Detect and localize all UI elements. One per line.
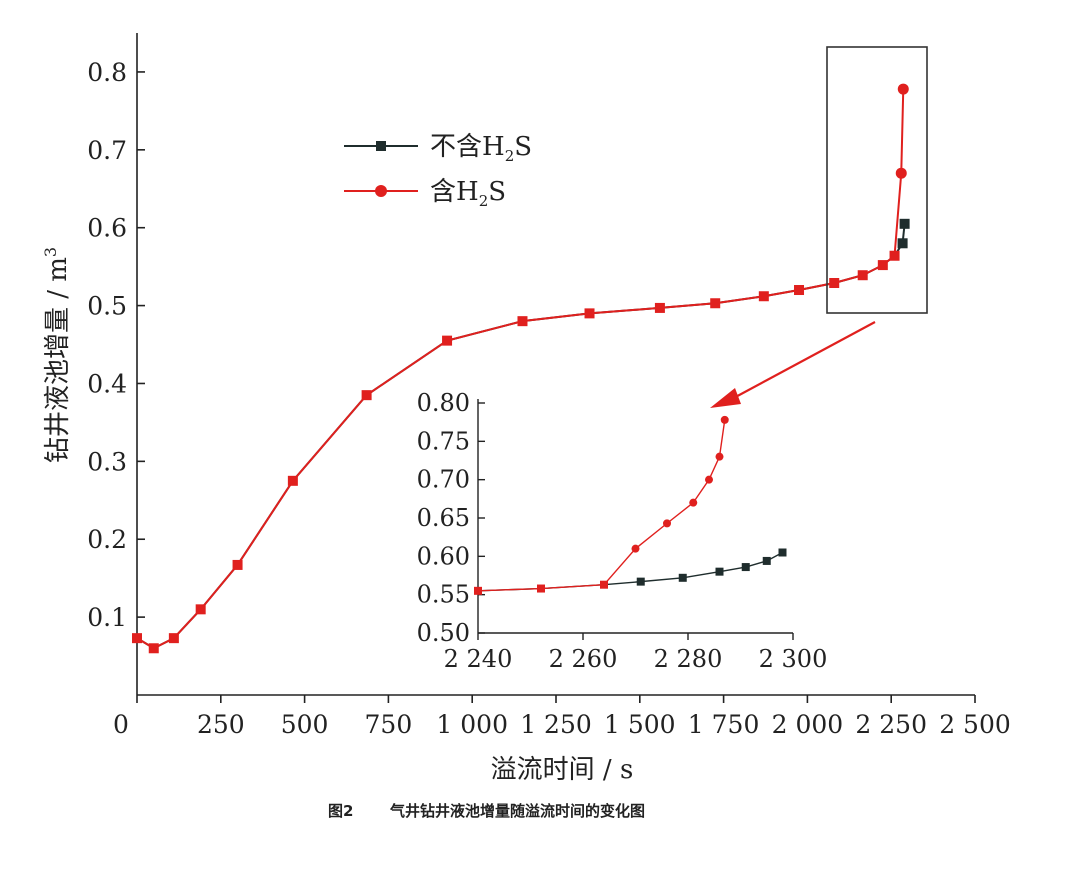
x-tick-label: 2 500 — [939, 710, 1011, 739]
x-axis-label: 溢流时间 / s — [491, 755, 634, 785]
inset-y-tick-label: 0.65 — [417, 504, 470, 532]
data-point-no-h2s — [287, 475, 298, 486]
inset-data-point-no-h2s — [762, 556, 771, 565]
y-axis-label-group: 钻井液池增量 / m3 — [41, 247, 73, 463]
data-point-no-h2s — [857, 270, 868, 281]
y-tick-label: 0.6 — [87, 214, 127, 243]
y-tick-label: 0.7 — [87, 136, 127, 165]
data-point-no-h2s — [517, 316, 528, 327]
data-point-no-h2s — [877, 260, 888, 271]
inset-data-point-no-h2s — [474, 586, 482, 595]
y-tick-label: 0.8 — [87, 58, 127, 87]
inset-y-tick-label: 0.60 — [417, 542, 470, 570]
data-point-no-h2s — [829, 278, 840, 289]
inset-data-point-h2s — [631, 544, 640, 553]
data-point-no-h2s — [899, 218, 910, 229]
inset-y-tick-label: 0.80 — [417, 389, 470, 417]
inset-series-line-no-h2s — [477, 551, 783, 592]
data-point-no-h2s — [148, 643, 159, 654]
data-point-no-h2s — [168, 633, 179, 644]
inset-data-point-no-h2s — [715, 567, 724, 576]
caption-text: 气井钻井液池增量随溢流时间的变化图 — [390, 802, 646, 820]
y-tick-label: 0.2 — [87, 525, 127, 554]
inset-axes: 2 240 2 260 2 280 2 300 0.50 0.55 0.60 0.65 0.70… — [417, 389, 828, 673]
legend: 不含H2S 含H2S — [344, 132, 532, 210]
data-point-no-h2s — [710, 298, 721, 309]
x-tick-label: 750 — [365, 710, 413, 739]
data-point-h2s — [895, 167, 907, 179]
data-point-no-h2s — [758, 291, 769, 302]
data-point-no-h2s — [794, 285, 805, 296]
x-tick-label: 2 000 — [772, 710, 844, 739]
main-plot-area — [132, 83, 910, 654]
y-tick-label: 0.3 — [87, 447, 127, 476]
data-point-no-h2s — [442, 335, 453, 346]
inset-data-point-h2s — [705, 475, 713, 484]
inset-y-tick-label: 0.55 — [417, 581, 470, 609]
main-axes: 0 250 500 750 1 000 1 250 1 500 1 750 2 000 2 250… — [87, 33, 1011, 739]
data-point-no-h2s — [232, 559, 243, 570]
inset-data-point-no-h2s — [537, 584, 545, 593]
x-tick-label: 1 250 — [520, 710, 592, 739]
legend-label: 含H2S — [430, 177, 506, 210]
inset-data-point-h2s — [720, 415, 729, 424]
x-tick-label: 1 000 — [436, 710, 508, 739]
y-tick-label: 0.1 — [87, 603, 127, 632]
series-line-no-h2s — [136, 223, 906, 650]
y-axis-label: 钻井液池增量 / m3 — [41, 247, 73, 463]
inset-data-point-no-h2s — [741, 563, 750, 572]
x-tick-label: 1 750 — [688, 710, 760, 739]
legend-label: 不含H2S — [430, 132, 532, 165]
inset-series-line-h2s — [477, 419, 726, 592]
y-axis-label-superscript: 3 — [41, 247, 60, 257]
inset-data-point-no-h2s — [778, 548, 787, 557]
legend-marker — [375, 185, 387, 197]
inset-data-point-no-h2s — [678, 573, 687, 582]
inset-x-tick-label: 2 240 — [444, 645, 513, 673]
x-tick-label: 1 500 — [604, 710, 676, 739]
data-point-h2s — [897, 83, 909, 95]
data-point-no-h2s — [889, 250, 900, 261]
y-tick-label: 0.5 — [87, 292, 127, 321]
inset-x-tick-label: 2 260 — [549, 645, 618, 673]
inset-y-tick-label: 0.70 — [417, 466, 470, 494]
zoom-box — [826, 46, 928, 314]
inset-x-tick-label: 2 280 — [654, 645, 723, 673]
data-point-no-h2s — [654, 302, 665, 313]
data-point-no-h2s — [584, 308, 595, 319]
inset-plot-area — [474, 415, 787, 595]
legend-marker — [376, 141, 386, 151]
caption-number: 图2 — [328, 802, 354, 820]
y-tick-label: 0.4 — [87, 369, 127, 398]
inset-x-tick-label: 2 300 — [759, 645, 828, 673]
inset-data-point-no-h2s — [636, 577, 645, 586]
x-tick-label: 500 — [281, 710, 329, 739]
data-point-no-h2s — [361, 390, 372, 401]
x-tick-label: 2 250 — [855, 710, 927, 739]
inset-y-tick-label: 0.50 — [417, 619, 470, 647]
zoom-arrow — [710, 321, 876, 408]
inset-y-tick-label: 0.75 — [417, 427, 470, 455]
inset-data-point-h2s — [689, 498, 698, 507]
data-point-no-h2s — [897, 238, 908, 249]
inset-data-point-no-h2s — [600, 580, 608, 589]
inset-data-point-h2s — [715, 452, 724, 461]
x-tick-label: 250 — [197, 710, 245, 739]
data-point-no-h2s — [195, 604, 206, 615]
x-tick-label: 0 — [113, 710, 129, 739]
inset-data-point-h2s — [663, 519, 671, 528]
data-point-no-h2s — [132, 633, 142, 644]
